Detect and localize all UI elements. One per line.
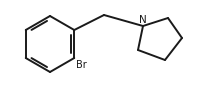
Text: N: N <box>139 15 147 25</box>
Text: Br: Br <box>76 60 87 70</box>
